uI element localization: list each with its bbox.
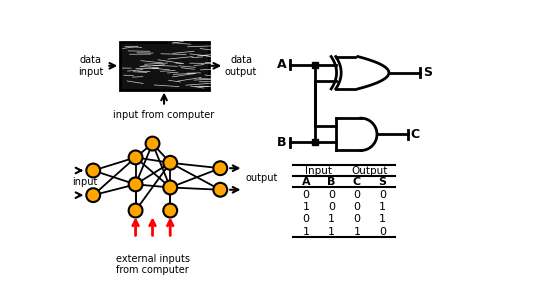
Circle shape [86,164,100,177]
Text: B: B [277,136,287,149]
Circle shape [129,177,142,191]
Text: S: S [378,177,386,187]
Text: 1: 1 [302,202,310,212]
Text: output: output [246,173,278,183]
Text: external inputs
from computer: external inputs from computer [116,254,190,275]
Text: input from computer: input from computer [113,110,214,120]
Circle shape [163,204,177,218]
Text: 1: 1 [354,227,360,237]
Bar [120,42,209,90]
Text: C: C [353,177,361,187]
Circle shape [163,181,177,194]
Circle shape [129,204,142,218]
Text: input: input [73,177,98,187]
Text: A: A [302,177,310,187]
Text: data
output: data output [225,55,257,77]
Text: 1: 1 [328,215,335,224]
Text: 0: 0 [379,227,386,237]
Text: 1: 1 [379,202,386,212]
Text: B: B [327,177,336,187]
Circle shape [86,188,100,202]
Text: 0: 0 [354,190,360,200]
Text: 0: 0 [328,202,335,212]
Text: A: A [277,58,287,71]
Text: 1: 1 [379,215,386,224]
Text: 0: 0 [302,215,310,224]
Circle shape [129,150,142,164]
Circle shape [146,136,159,150]
Text: data
input: data input [78,55,103,77]
Text: Output: Output [351,165,388,176]
Text: 0: 0 [302,190,310,200]
Text: C: C [411,128,420,141]
Text: S: S [423,66,432,79]
Text: 0: 0 [328,190,335,200]
Text: 1: 1 [328,227,335,237]
Text: 0: 0 [354,215,360,224]
Text: 1: 1 [302,227,310,237]
Text: Input: Input [305,165,332,176]
Text: 0: 0 [354,202,360,212]
Text: 0: 0 [379,190,386,200]
Circle shape [213,161,227,175]
Circle shape [213,183,227,197]
Circle shape [163,156,177,170]
